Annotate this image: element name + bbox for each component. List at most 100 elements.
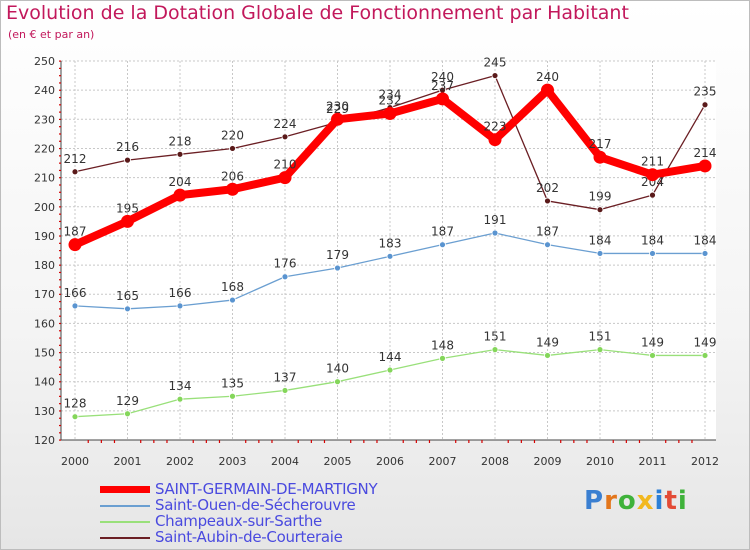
y-tick-label: 170 [34, 288, 55, 301]
x-minor-tick [560, 440, 562, 443]
data-point [281, 133, 289, 141]
x-tick-label: 2010 [586, 455, 614, 468]
y-minor-tick [59, 301, 61, 303]
y-minor-tick [59, 286, 61, 288]
y-minor-tick [59, 133, 61, 135]
x-minor-tick [192, 440, 194, 443]
data-label: 214 [694, 146, 717, 160]
legend-label: Champeaux-sur-Sarthe [155, 512, 322, 530]
x-minor-tick [468, 440, 470, 443]
data-point [649, 191, 656, 199]
y-minor-tick [59, 228, 61, 230]
data-point [596, 346, 604, 354]
y-minor-tick [59, 322, 61, 325]
plot-area [61, 61, 716, 440]
data-label: 165 [116, 289, 139, 303]
x-minor-tick [691, 440, 693, 443]
brand-letter: i [677, 486, 688, 516]
y-minor-tick [59, 242, 61, 244]
x-minor-tick [205, 440, 207, 443]
y-tick-label: 220 [34, 142, 55, 155]
brand-letter: i [654, 486, 665, 516]
y-minor-tick [59, 155, 61, 157]
data-label: 211 [641, 155, 664, 169]
x-minor-tick [323, 440, 326, 443]
data-label: 232 [379, 93, 402, 107]
x-tick-label: 2001 [114, 455, 142, 468]
y-minor-tick [59, 75, 61, 77]
data-label: 128 [64, 397, 87, 411]
y-minor-tick [59, 206, 61, 208]
x-minor-tick [520, 440, 522, 443]
data-point [71, 413, 79, 421]
y-minor-tick [59, 439, 61, 441]
data-label: 235 [694, 85, 717, 99]
x-minor-tick [428, 440, 431, 443]
x-minor-tick [612, 440, 614, 443]
data-point [698, 159, 712, 173]
y-minor-tick [59, 198, 61, 201]
x-minor-tick [376, 440, 378, 443]
legend-label: SAINT-GERMAIN-DE-MARTIGNY [155, 480, 378, 498]
data-point [229, 145, 236, 152]
y-minor-tick [59, 147, 61, 150]
y-minor-tick [59, 111, 61, 113]
x-minor-tick [586, 440, 588, 443]
data-label: 187 [536, 225, 559, 239]
legend-label: Saint-Ouen-de-Sécherouvre [155, 496, 356, 514]
y-minor-tick [59, 315, 61, 317]
y-minor-tick [59, 403, 61, 405]
data-label: 179 [326, 248, 349, 262]
data-label: 129 [116, 394, 139, 408]
data-label: 202 [536, 181, 559, 195]
x-minor-tick [678, 440, 680, 443]
x-tick-label: 2000 [61, 455, 89, 468]
y-minor-tick [59, 424, 61, 427]
data-point [176, 150, 184, 158]
data-point [701, 250, 709, 257]
brand-letter: o [617, 486, 637, 516]
y-tick-label: 190 [34, 230, 55, 243]
y-minor-tick [59, 184, 61, 186]
data-point [68, 238, 82, 252]
x-minor-tick [153, 440, 155, 443]
data-point [491, 72, 499, 79]
data-point [544, 241, 551, 249]
y-minor-tick [59, 381, 61, 383]
data-label: 195 [116, 201, 139, 215]
x-tick-label: 2012 [691, 455, 719, 468]
x-minor-tick [573, 440, 575, 443]
x-minor-tick [310, 440, 312, 443]
data-point [176, 395, 184, 403]
data-label: 217 [589, 137, 612, 151]
y-minor-tick [59, 359, 61, 361]
x-tick-label: 2002 [166, 455, 194, 468]
data-label: 218 [169, 134, 192, 148]
data-label: 204 [169, 175, 192, 189]
data-point [281, 387, 289, 394]
data-point [71, 302, 79, 310]
data-point [491, 229, 499, 237]
data-point [334, 378, 341, 386]
data-label: 230 [326, 99, 349, 113]
data-label: 212 [64, 152, 87, 166]
data-label: 234 [379, 88, 402, 102]
y-minor-tick [59, 257, 61, 259]
data-label: 149 [536, 335, 559, 349]
data-point [386, 252, 394, 260]
y-minor-tick [59, 330, 61, 332]
x-minor-tick [481, 440, 483, 443]
data-label: 144 [379, 350, 402, 364]
y-minor-tick [59, 126, 61, 128]
legend-label: Saint-Aubin-de-Courteraie [155, 528, 343, 546]
brand-letter: t [664, 486, 678, 516]
x-minor-tick [415, 440, 417, 443]
legend-swatch-saint-ouen [100, 505, 150, 507]
y-tick-label: 150 [34, 347, 55, 360]
data-label: 224 [274, 117, 297, 131]
y-minor-tick [59, 271, 61, 274]
data-label: 135 [221, 376, 244, 390]
data-point [124, 410, 131, 418]
data-point [124, 156, 131, 164]
